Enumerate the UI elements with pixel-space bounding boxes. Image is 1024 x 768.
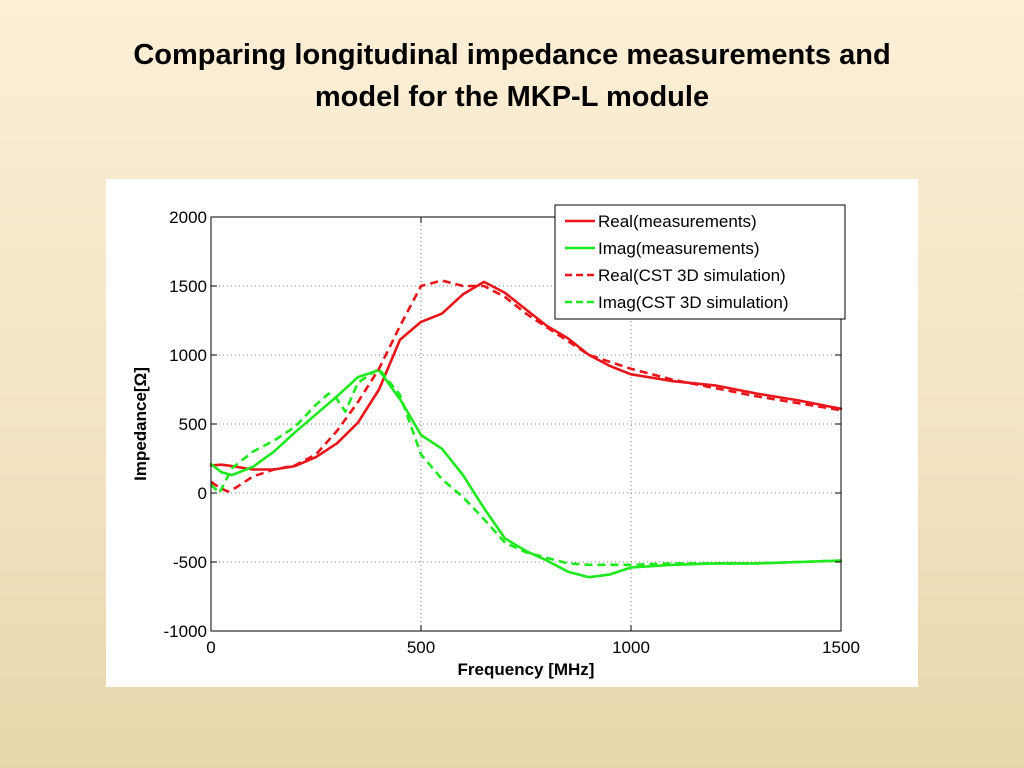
chart-figure: 0 500 1000 1500 -1000 -500 0 500 1000 1500 2000 Fre… [106, 179, 918, 687]
impedance-chart: 0 500 1000 1500 -1000 -500 0 500 1000 1500 2000 Fre… [131, 204, 860, 679]
y-tick-label: 0 [198, 484, 207, 503]
x-tick-label: 0 [206, 638, 215, 657]
y-tick-label: 500 [179, 415, 207, 434]
slide-title: Comparing longitudinal impedance measure… [62, 34, 962, 118]
legend-label-3: Real(CST 3D simulation) [598, 266, 786, 285]
y-axis-label: Impedance[Ω] [131, 367, 150, 481]
x-tick-label: 1000 [612, 638, 650, 657]
slide-title-line1: Comparing longitudinal impedance measure… [133, 39, 891, 71]
legend-label-2: Imag(measurements) [598, 239, 760, 258]
y-tick-label: 1500 [169, 277, 207, 296]
y-tick-label: 2000 [169, 208, 207, 227]
x-tick-label: 1500 [822, 638, 860, 657]
y-tick-label: -500 [173, 553, 207, 572]
legend-label-1: Real(measurements) [598, 212, 757, 231]
series-line-3 [210, 279, 842, 493]
series-line-4 [210, 367, 842, 567]
x-tick-label: 500 [407, 638, 435, 657]
slide-title-line2: model for the MKP-L module [314, 81, 710, 113]
legend-box [554, 204, 846, 320]
x-axis-label: Frequency [MHz] [458, 660, 595, 679]
legend-label-4: Imag(CST 3D simulation) [598, 293, 789, 312]
y-tick-label: 1000 [169, 346, 207, 365]
series-line-2 [209, 368, 843, 579]
y-tick-label: -1000 [164, 622, 207, 641]
